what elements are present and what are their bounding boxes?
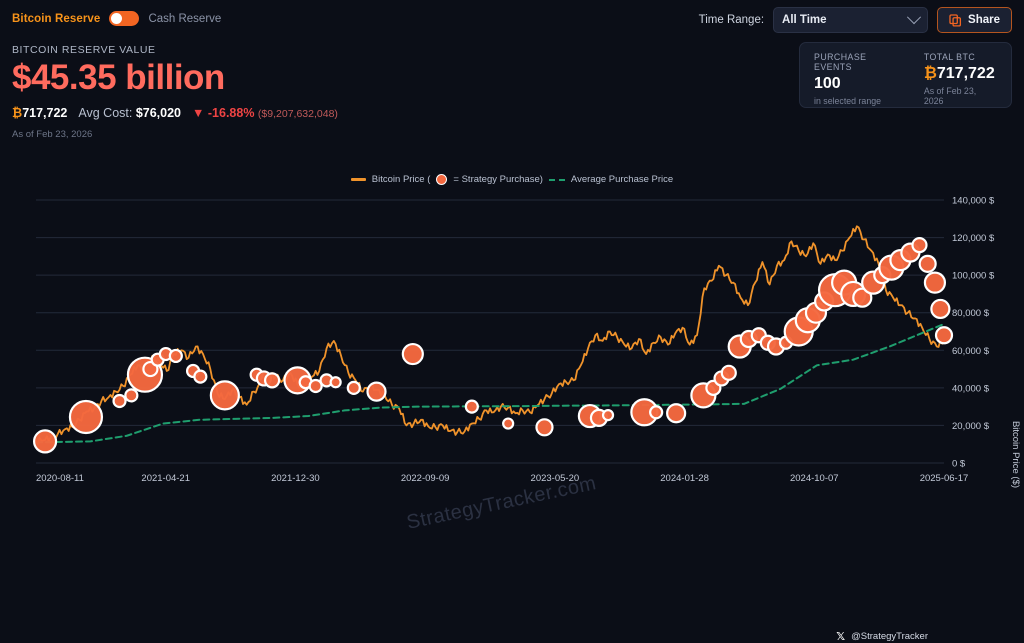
bitcoin-price-line [35,225,945,445]
purchase-event-bubble[interactable] [263,372,281,389]
legend-line-icon [350,178,366,181]
x-axis-tick-label: 2025-06-17 [920,473,969,484]
y-axis-tick-label: 140,000 $ [952,196,995,207]
time-range-value: All Time [782,14,827,26]
purchase-event-bubble[interactable] [209,380,240,411]
kpi-btc-holdings: ₿717,722 [12,106,67,120]
avg-purchase-price-line [35,322,945,444]
legend-dashed-icon [548,178,565,181]
time-range-select[interactable]: All Time [773,7,929,33]
legend-price-label: Bitcoin Price ( [371,174,431,185]
purchase-event-bubble[interactable] [601,409,615,422]
change-down-arrow-icon: ▼ [192,105,205,120]
copy-icon [949,13,962,27]
change-percent: -16.88% [207,105,255,120]
y-axis-title: Bitcoin Price ($) [1010,420,1021,488]
purchase-event-bubble[interactable] [329,376,342,389]
x-axis-tick-label: 2024-10-07 [790,473,839,484]
y-axis-tick-label: 0 $ [952,459,966,470]
kpi-subrow: ₿717,722 Avg Cost: $76,020 ▼ -16.88% ($9… [12,106,338,120]
x-twitter-icon: 𝕏 [836,630,846,643]
purchase-event-bubble[interactable] [852,287,873,308]
purchase-event-bubble[interactable] [502,417,515,430]
purchase-event-bubble[interactable] [930,298,951,320]
purchase-event-bubble[interactable] [68,399,104,435]
purchase-event-bubble[interactable] [366,381,387,402]
purchase-event-bubble[interactable] [401,342,424,366]
purchase-event-bubble[interactable] [918,254,937,273]
kpi-value: $45.35 billion [12,58,225,97]
purchase-event-bubble[interactable] [911,236,928,254]
summary-stat-card: PURCHASE EVENTS 100 in selected range TO… [799,42,1012,108]
reserve-type-toggle-group[interactable]: Bitcoin Reserve Cash Reserve [12,11,221,26]
purchase-event-bubble[interactable] [168,348,183,364]
purchase-event-bubble[interactable] [934,326,954,345]
x-axis-tick-label: 2020-08-11 [36,473,84,484]
time-range-controls: Time Range: All Time Share [699,7,1012,33]
purchase-events-label: PURCHASE EVENTS [814,52,867,72]
y-axis-tick-label: 80,000 $ [952,308,990,319]
purchase-event-bubble[interactable] [193,369,208,384]
x-axis-tick-label: 2022-09-09 [401,473,450,484]
bitcoin-reserve-dashboard: Bitcoin Reserve Cash Reserve Time Range:… [0,7,1024,643]
kpi-block: BITCOIN RESERVE VALUE $45.35 billion ₿71… [12,44,338,140]
purchase-events-stat: PURCHASE EVENTS 100 in selected range [814,52,906,106]
purchase-event-bubble[interactable] [464,399,479,414]
y-axis-tick-label: 120,000 $ [952,233,995,244]
purchase-event-bubble[interactable] [32,429,58,454]
purchase-event-bubble[interactable] [720,364,737,381]
purchase-event-bubble[interactable] [923,271,947,294]
y-axis-tick-label: 40,000 $ [952,383,990,394]
reserve-type-switch[interactable] [109,11,140,26]
y-axis-tick-label: 100,000 $ [952,271,995,282]
total-btc-value: ₿717,722 [924,65,997,83]
legend-avg-label: Average Purchase Price [570,174,674,185]
legend-purchase-dot-icon [436,174,448,185]
x-axis-tick-label: 2021-12-30 [271,473,320,484]
avg-cost-label: Avg Cost: [78,105,133,120]
purchase-event-bubble[interactable] [112,393,127,409]
toggle-label-bitcoin-reserve[interactable]: Bitcoin Reserve [12,12,101,25]
purchase-event-bubble[interactable] [124,388,139,403]
purchase-event-bubble[interactable] [666,403,687,424]
purchase-event-bubble[interactable] [535,418,554,437]
total-btc-number: 717,722 [936,65,995,82]
share-button-label: Share [968,14,1000,26]
time-range-label: Time Range: [698,14,765,26]
avg-cost-value: $76,020 [135,105,182,120]
change-absolute: ($9,207,632,048) [257,107,338,120]
y-axis-tick-label: 60,000 $ [952,346,990,357]
kpi-as-of: As of Feb 23, 2026 [12,128,93,140]
purchase-event-bubble[interactable] [346,380,361,395]
switch-knob [111,13,123,24]
purchase-event-bubble[interactable] [308,378,323,394]
chart-legend: Bitcoin Price ( = Strategy Purchase) Ave… [0,174,1024,185]
kpi-change: ▼ -16.88% ($9,207,632,048) [192,106,338,120]
chart-svg: 0 $ 20,000 $ 40,000 $ 60,000 $ 80,000 $ 100,0… [32,196,995,484]
total-btc-label: TOTAL BTC [923,52,976,62]
x-axis-tick-label: 2021-04-21 [141,473,190,484]
legend-purchase-label: = Strategy Purchase) [453,174,543,185]
bitcoin-symbol-icon: ₿ [923,65,937,82]
purchase-event-bubble[interactable] [649,405,664,420]
bitcoin-symbol-icon: ₿ [12,105,23,120]
chart-attribution: 𝕏 @StrategyTracker [836,630,928,643]
toggle-label-cash-reserve[interactable]: Cash Reserve [148,12,222,25]
y-axis-tick-label: 20,000 $ [952,421,990,432]
purchase-events-foot: in selected range [814,96,881,106]
kpi-title: BITCOIN RESERVE VALUE [12,44,156,56]
bitcoin-price-chart[interactable]: 0 $ 20,000 $ 40,000 $ 60,000 $ 80,000 $ 100,0… [0,192,1024,643]
kpi-btc-amount: 717,722 [22,105,68,120]
x-axis-tick-label: 2023-05-20 [531,473,580,484]
total-btc-foot: As of Feb 23, 2026 [923,86,977,106]
chevron-down-icon [906,10,922,25]
kpi-avg-cost: Avg Cost: $76,020 [78,106,181,120]
attribution-handle: @StrategyTracker [851,631,928,642]
purchase-events-value: 100 [814,75,841,92]
share-button[interactable]: Share [937,7,1012,33]
total-btc-stat: TOTAL BTC ₿717,722 As of Feb 23, 2026 [923,52,997,106]
x-axis-tick-label: 2024-01-28 [660,473,709,484]
